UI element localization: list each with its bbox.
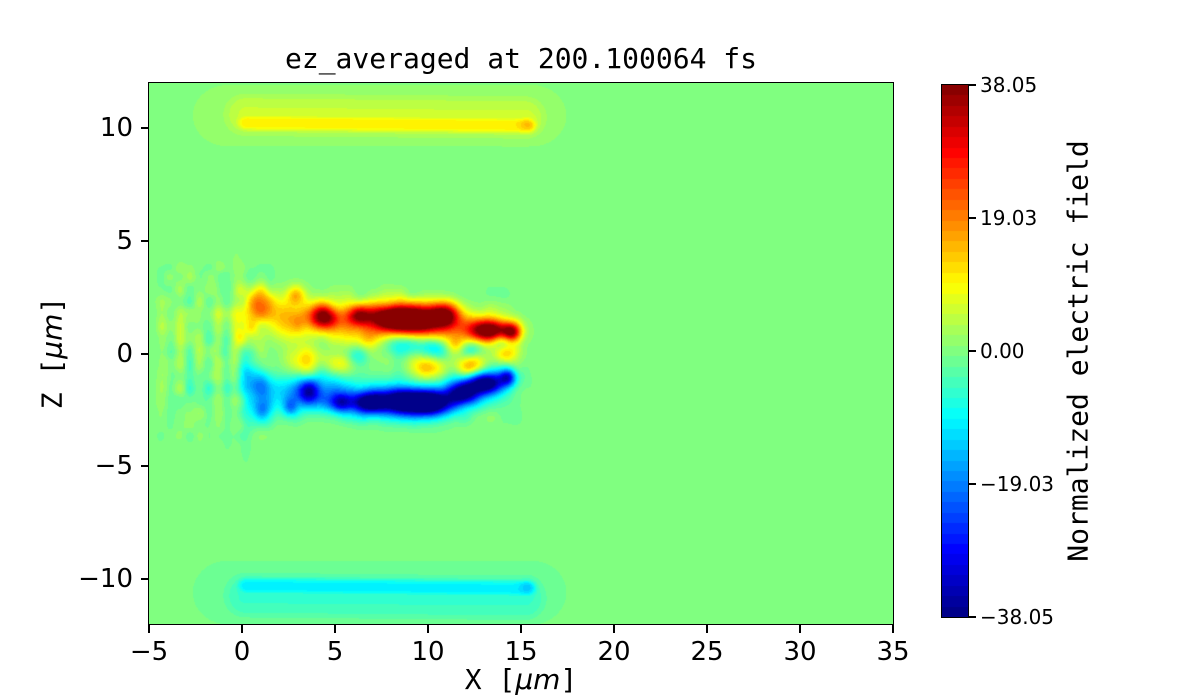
x-axis-label-suffix: ] [560, 663, 578, 696]
x-tick-mark [148, 625, 150, 633]
x-tick-mark [520, 625, 522, 633]
x-axis-label-mu: μm [515, 663, 561, 696]
x-tick-mark [613, 625, 615, 633]
x-tick-label: 30 [783, 637, 817, 667]
x-axis-label-prefix: X [ [464, 663, 516, 696]
colorbar-tick-mark [968, 216, 976, 219]
colorbar-tick-label: 38.05 [980, 73, 1038, 97]
plot-title: ez_averaged at 200.100064 fs [284, 42, 757, 75]
colorbar-tick-label: −38.05 [980, 605, 1055, 629]
colorbar-tick-label: −19.03 [980, 472, 1055, 497]
y-axis-label-mu: μm [35, 313, 69, 359]
y-tick-mark [141, 577, 149, 580]
y-axis-label-prefix: Z [ [35, 358, 69, 410]
y-tick-label: 0 [116, 338, 133, 369]
colorbar-tick-mark [968, 84, 976, 86]
colorbar-tick-mark [968, 350, 976, 352]
x-tick-mark [427, 625, 429, 633]
x-tick-label: 15 [504, 637, 538, 667]
y-tick-label: 5 [116, 225, 133, 256]
x-tick-mark [799, 625, 801, 633]
y-tick-mark [141, 465, 149, 468]
colorbar-tick-label: 0.00 [980, 339, 1025, 363]
x-axis-label: X [μm] [149, 663, 893, 696]
y-tick-label: −5 [94, 451, 133, 482]
x-tick-mark [892, 625, 894, 633]
y-tick-label: −10 [78, 563, 133, 594]
x-tick-mark [241, 625, 243, 633]
colorbar-label: Normalized electric field [1061, 140, 1095, 562]
y-tick-mark [141, 239, 149, 242]
x-tick-label: −5 [129, 637, 169, 667]
colorbar-tick-mark [968, 483, 976, 486]
colorbar-canvas [942, 85, 968, 617]
x-tick-label: 25 [690, 637, 724, 667]
x-tick-mark [706, 625, 708, 633]
y-tick-mark [141, 352, 149, 355]
y-tick-mark [141, 127, 149, 130]
x-tick-label: 10 [411, 637, 445, 667]
x-tick-label: 5 [326, 637, 344, 667]
x-tick-mark [334, 625, 336, 633]
x-tick-label: 35 [876, 637, 910, 667]
colorbar-tick-label: 19.03 [980, 205, 1038, 230]
y-axis-label-suffix: ] [35, 296, 69, 314]
x-tick-label: 20 [597, 637, 631, 667]
x-tick-label: 0 [233, 637, 251, 667]
y-tick-label: 10 [99, 113, 133, 144]
heatmap-canvas [149, 83, 893, 624]
colorbar-tick-mark [968, 616, 976, 618]
y-axis-label: Z [μm] [36, 297, 69, 410]
